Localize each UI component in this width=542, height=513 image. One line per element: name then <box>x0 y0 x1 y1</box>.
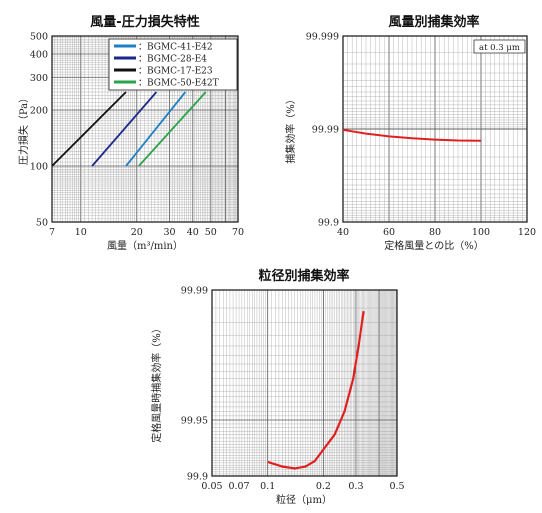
chart1-series <box>51 91 207 167</box>
chart3-title: 粒径別捕集効率 <box>258 268 349 284</box>
chart1-xtick-label: 40 <box>187 227 199 238</box>
chart2-grid <box>342 35 528 223</box>
chart1-legend-label: ：BGMC-17-E23 <box>138 67 213 77</box>
chart1-ytick-label: 500 <box>30 32 48 43</box>
chart-efficiency-by-particle-size: 粒径別捕集効率 0.05 0.07 0.1 0.2 0.3 0.5 99.9 99.95 99.… <box>150 268 405 506</box>
chart3-xtick-label: 0.3 <box>348 481 363 492</box>
chart3-ylabel: 定格風量時捕集効率（%） <box>150 323 163 443</box>
chart3-xtick-label: 0.5 <box>389 481 404 492</box>
chart1-series-line <box>51 91 127 167</box>
chart1-legend-label: ：BGMC-41-E42 <box>138 43 213 53</box>
chart2-ytick-label: 99.999 <box>306 32 339 43</box>
chart3-frame <box>211 289 398 477</box>
chart1-ytick-label: 400 <box>30 50 48 61</box>
chart1-series-line <box>91 91 158 167</box>
chart2-title: 風量別捕集効率 <box>388 14 479 30</box>
chart3-series <box>267 311 365 470</box>
chart3-ytick-label: 99.95 <box>181 416 208 427</box>
chart-efficiency-by-airflow: 風量別捕集効率 40 60 80 100 120 99.9 99.99 99.999 at 0… <box>284 14 536 252</box>
chart1-xtick-label: 50 <box>205 227 217 238</box>
chart1-xtick-label: 10 <box>75 227 87 238</box>
chart3-ytick-label: 99.9 <box>187 472 208 483</box>
chart-airflow-pressure: 風量-圧力損失特性 7 10 20 30 40 50 70 50 100 200 300 400 500… <box>17 14 244 252</box>
chart1-ytick-label: 50 <box>36 218 48 229</box>
chart1-ytick-label: 300 <box>30 73 48 84</box>
chart1-legend-label: ：BGMC-50-E42T <box>138 79 219 89</box>
chart3-grid <box>211 289 398 477</box>
chart1-xlabel: 風量（m³/min） <box>107 240 183 252</box>
chart2-annotation: at 0.3 μm <box>479 43 520 53</box>
chart1-xtick-label: 30 <box>164 227 176 238</box>
chart2-frame <box>342 35 528 223</box>
chart2-xtick-label: 100 <box>472 227 490 238</box>
chart2-series-line <box>342 128 482 142</box>
chart2-ylabel: 捕集効率（%） <box>284 94 297 164</box>
chart1-series-line <box>125 91 187 167</box>
chart2-series <box>342 128 482 142</box>
chart1-title: 風量-圧力損失特性 <box>90 14 199 30</box>
chart1-ytick-label: 200 <box>30 106 48 117</box>
chart1-xtick-label: 20 <box>131 227 143 238</box>
chart2-annotation-box <box>473 39 526 54</box>
chart3-xtick-label: 0.2 <box>316 481 331 492</box>
chart2-xlabel: 定格風量との比（%） <box>384 239 483 252</box>
chart2-xtick-label: 80 <box>429 227 441 238</box>
chart3-xtick-label: 0.07 <box>228 481 249 492</box>
chart3-ytick-label: 99.99 <box>181 286 208 297</box>
chart2-xtick-label: 60 <box>383 227 395 238</box>
chart3-xtick-label: 0.1 <box>260 481 275 492</box>
chart2-xtick-label: 120 <box>518 227 536 238</box>
chart3-xlabel: 粒径（μm） <box>276 493 332 506</box>
chart3-xtick-label: 0.05 <box>201 481 222 492</box>
chart1-legend-label: ：BGMC-28-E4 <box>138 55 207 65</box>
chart2-xtick-label: 40 <box>337 227 349 238</box>
chart1-ylabel: 圧力損失（Pa） <box>17 93 30 165</box>
chart1-xtick-label: 70 <box>232 227 244 238</box>
chart1-ytick-label: 100 <box>30 162 48 173</box>
chart2-ytick-label: 99.99 <box>312 125 339 136</box>
chart2-ytick-label: 99.9 <box>318 218 339 229</box>
chart1-frame <box>51 35 239 223</box>
chart1-series-line <box>138 91 207 167</box>
chart3-series-line <box>267 311 365 470</box>
chart1-xtick-label: 7 <box>49 227 55 238</box>
